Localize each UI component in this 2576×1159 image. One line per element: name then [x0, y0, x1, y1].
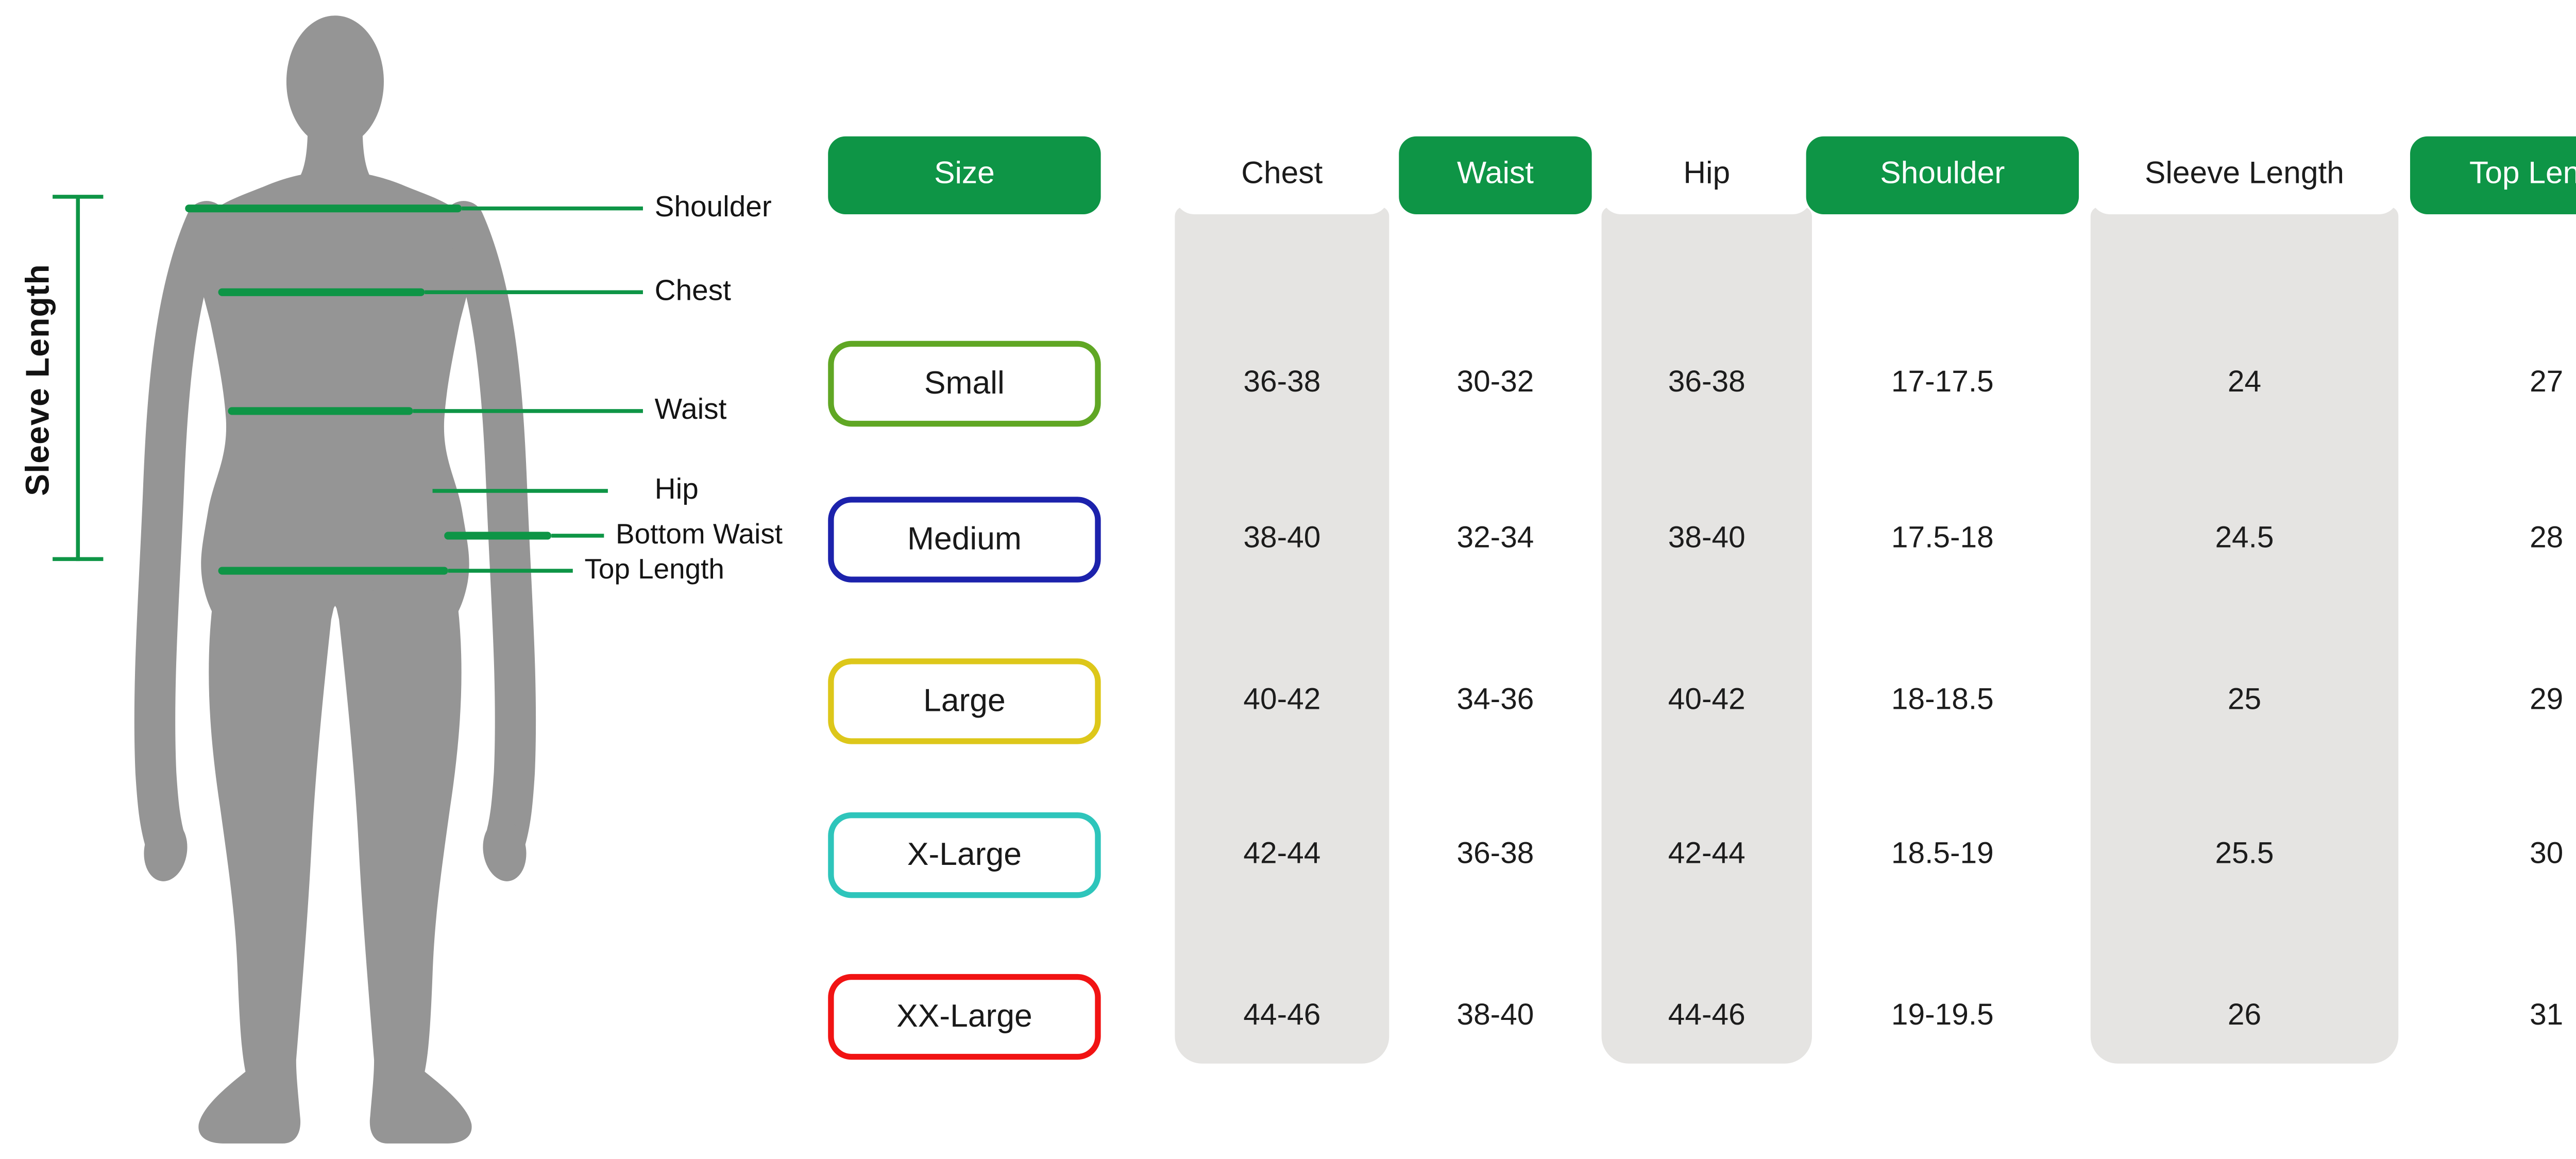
table-cell: 36-38 [1456, 838, 1534, 871]
size-button-large[interactable]: Large [828, 658, 1101, 744]
table-cell: 30-32 [1456, 366, 1534, 400]
top-length-column: Top Length 27 28 29 30 31 [2410, 0, 2576, 1159]
table-cell: 17-17.5 [1891, 366, 1994, 400]
table-cell: 40-42 [1668, 684, 1745, 717]
shoulder-leader-line [462, 206, 643, 211]
bottom-waist-label: Bottom Waist [616, 520, 783, 552]
waist-column: Waist 30-32 32-34 34-36 36-38 38-40 [1399, 0, 1592, 1159]
chest-column: Chest 36-38 38-40 40-42 42-44 44-46 [1175, 0, 1389, 1159]
size-button-x-large[interactable]: X-Large [828, 812, 1101, 898]
table-cell: 38-40 [1456, 999, 1534, 1033]
size-button-medium[interactable]: Medium [828, 497, 1101, 583]
waist-label: Waist [654, 393, 727, 427]
table-cell: 44-46 [1668, 999, 1745, 1033]
table-cell: 25 [2227, 684, 2262, 717]
size-column-header: Size [828, 136, 1101, 214]
table-cell: 24 [2227, 366, 2262, 400]
waist-measure-line [228, 407, 413, 415]
waist-leader-line [413, 409, 643, 413]
size-button-xx-large[interactable]: XX-Large [828, 974, 1101, 1060]
waist-column-header: Waist [1399, 136, 1592, 214]
hip-column: Hip 36-38 38-40 40-42 42-44 44-46 [1601, 0, 1812, 1159]
bottom-waist-leader-line [551, 534, 604, 538]
table-cell: 38-40 [1668, 522, 1745, 555]
body-measurement-diagram: Sleeve Length Shoulder Chest Waist Hip B… [0, 0, 1169, 1159]
shoulder-column-header: Shoulder [1806, 136, 2079, 214]
table-cell: 34-36 [1456, 684, 1534, 717]
size-button-small[interactable]: Small [828, 340, 1101, 427]
hip-leader-line [432, 489, 608, 493]
table-cell: 44-46 [1243, 999, 1321, 1033]
column-stripe [1601, 206, 1812, 1064]
top-length-leader-line [448, 569, 573, 573]
table-cell: 36-38 [1668, 366, 1745, 400]
table-cell: 29 [2530, 684, 2564, 717]
size-column: Size Small Medium Large X-Large XX-Large [828, 0, 1101, 1159]
top-length-label: Top Length [584, 555, 724, 587]
shoulder-label: Shoulder [654, 191, 772, 224]
chest-label: Chest [654, 275, 731, 308]
table-cell: 36-38 [1243, 366, 1321, 400]
table-cell: 40-42 [1243, 684, 1321, 717]
table-cell: 18.5-19 [1891, 838, 1994, 871]
table-cell: 42-44 [1243, 838, 1321, 871]
table-cell: 32-34 [1456, 522, 1534, 555]
column-stripe [2090, 206, 2399, 1064]
table-cell: 18-18.5 [1891, 684, 1994, 717]
chest-measure-line [218, 288, 425, 296]
chest-column-header: Chest [1175, 136, 1389, 214]
table-cell: 42-44 [1668, 838, 1745, 871]
table-cell: 27 [2530, 366, 2564, 400]
hip-label: Hip [654, 473, 699, 507]
table-cell: 17.5-18 [1891, 522, 1994, 555]
table-cell: 30 [2530, 838, 2564, 871]
hip-column-header: Hip [1601, 136, 1812, 214]
chest-leader-line [425, 290, 643, 295]
sleeve-length-bracket-top-cap [53, 195, 104, 199]
bottom-waist-measure-line [444, 532, 552, 539]
table-cell: 31 [2530, 999, 2564, 1033]
table-cell: 19-19.5 [1891, 999, 1994, 1033]
shoulder-measure-line [185, 204, 462, 213]
sleeve-length-column: Sleeve Length 24 24.5 25 25.5 26 [2090, 0, 2399, 1159]
table-cell: 26 [2227, 999, 2262, 1033]
top-length-column-header: Top Length [2410, 136, 2576, 214]
human-body-silhouette-icon [134, 15, 536, 1144]
table-cell: 38-40 [1243, 522, 1321, 555]
table-cell: 28 [2530, 522, 2564, 555]
sleeve-length-column-header: Sleeve Length [2090, 136, 2399, 214]
top-length-measure-line [218, 567, 448, 575]
sleeve-length-vertical-label: Sleeve Length [19, 264, 57, 496]
sleeve-length-bracket-bottom-cap [53, 557, 104, 561]
table-cell: 24.5 [2215, 522, 2274, 555]
table-cell: 25.5 [2215, 838, 2274, 871]
column-stripe [1175, 206, 1389, 1064]
shoulder-column: Shoulder 17-17.5 17.5-18 18-18.5 18.5-19… [1806, 0, 2079, 1159]
sleeve-length-bracket-line [76, 196, 80, 561]
